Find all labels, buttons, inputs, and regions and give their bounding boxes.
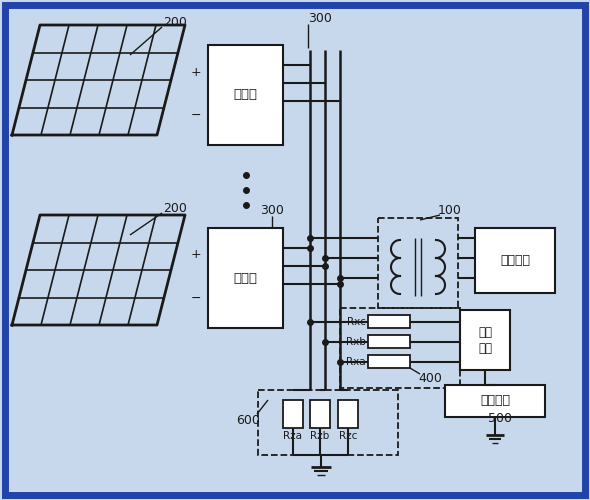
Text: Rza: Rza: [284, 431, 303, 441]
Bar: [378, 218, 458, 308]
Text: 控制单元: 控制单元: [480, 394, 510, 407]
Bar: [475, 228, 555, 293]
Text: Rxb: Rxb: [346, 337, 366, 347]
Text: 300: 300: [260, 204, 284, 216]
Text: Rzc: Rzc: [339, 431, 357, 441]
Text: Rxc: Rxc: [347, 317, 366, 327]
Bar: [460, 310, 510, 370]
Text: 100: 100: [438, 204, 462, 216]
Text: 500: 500: [488, 412, 512, 424]
Text: Rxa: Rxa: [346, 357, 366, 367]
Bar: [445, 385, 545, 417]
Text: 采样: 采样: [478, 342, 492, 354]
Text: 高压电网: 高压电网: [500, 254, 530, 267]
Text: 300: 300: [308, 12, 332, 24]
Text: −: −: [191, 292, 201, 304]
Bar: [258, 390, 398, 455]
Text: 200: 200: [163, 16, 187, 28]
Text: Rzb: Rzb: [310, 431, 330, 441]
Bar: [368, 355, 410, 368]
Bar: [310, 400, 330, 428]
Text: 400: 400: [418, 372, 442, 384]
Bar: [283, 400, 303, 428]
Bar: [368, 315, 410, 328]
Text: 逆变器: 逆变器: [234, 88, 257, 102]
Bar: [368, 335, 410, 348]
Bar: [208, 45, 283, 145]
Text: +: +: [191, 66, 201, 78]
Bar: [340, 308, 460, 388]
Text: 逆变器: 逆变器: [234, 272, 257, 284]
Text: 600: 600: [236, 414, 260, 426]
Text: 电压: 电压: [478, 326, 492, 340]
Bar: [338, 400, 358, 428]
Text: +: +: [191, 248, 201, 262]
Text: −: −: [191, 108, 201, 122]
Bar: [208, 228, 283, 328]
Text: 200: 200: [163, 202, 187, 214]
